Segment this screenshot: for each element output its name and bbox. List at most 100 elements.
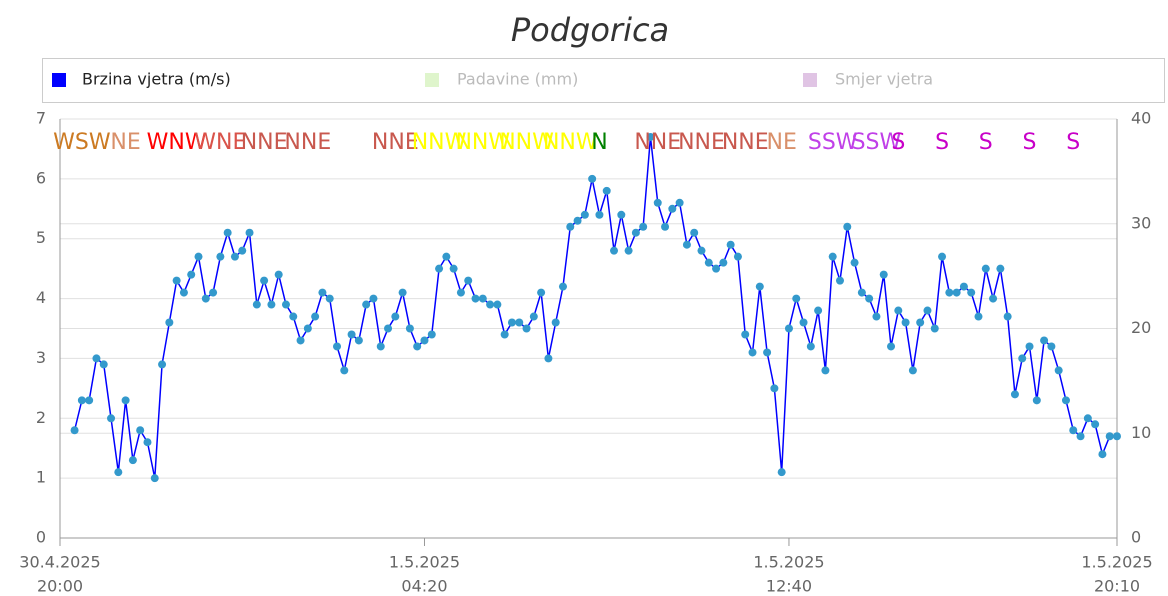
point — [865, 294, 874, 303]
point — [558, 282, 567, 291]
direction-label: NE — [110, 130, 140, 155]
point — [952, 288, 961, 297]
point — [1054, 366, 1063, 375]
point — [1069, 426, 1078, 435]
direction-label: SSW — [852, 130, 902, 155]
point — [996, 264, 1005, 273]
point — [128, 456, 137, 465]
point — [384, 324, 393, 333]
point — [398, 288, 407, 297]
x-tick-label: 04:20 — [401, 577, 447, 596]
x-tick-label: 20:00 — [37, 577, 83, 596]
point — [354, 336, 363, 345]
x-tick-label: 12:40 — [766, 577, 812, 596]
point — [879, 270, 888, 279]
point — [675, 198, 684, 207]
point — [252, 300, 261, 309]
direction-label: NNW — [412, 130, 467, 155]
point — [602, 186, 611, 195]
point — [733, 252, 742, 261]
point — [1083, 414, 1092, 423]
point — [296, 336, 305, 345]
point — [843, 222, 852, 231]
point — [493, 300, 502, 309]
point — [77, 396, 86, 405]
legend-swatch — [52, 73, 66, 87]
point — [828, 252, 837, 261]
point — [938, 252, 947, 261]
x-tick-label: 30.4.2025 — [19, 553, 100, 572]
point — [143, 438, 152, 447]
point — [209, 288, 218, 297]
point — [617, 210, 626, 219]
point — [136, 426, 145, 435]
y-tick-label: 3 — [36, 348, 46, 367]
point — [595, 210, 604, 219]
direction-label: WNE — [194, 130, 246, 155]
direction-label: NNE — [634, 130, 681, 155]
point — [857, 288, 866, 297]
point — [712, 264, 721, 273]
point — [697, 246, 706, 255]
point — [289, 312, 298, 321]
x-tick-label: 1.5.2025 — [389, 553, 460, 572]
legend-swatch — [803, 73, 817, 87]
direction-label: S — [1023, 130, 1037, 155]
point — [1076, 432, 1085, 441]
y-tick-label: 6 — [36, 168, 46, 187]
point — [391, 312, 400, 321]
point — [325, 294, 334, 303]
point — [522, 324, 531, 333]
point — [1047, 342, 1056, 351]
point — [1098, 450, 1107, 459]
point — [230, 252, 239, 261]
legend-swatch — [425, 73, 439, 87]
point — [1040, 336, 1049, 345]
point — [311, 312, 320, 321]
point — [792, 294, 801, 303]
point — [500, 330, 509, 339]
point — [719, 258, 728, 267]
point — [281, 300, 290, 309]
x-tick-label: 20:10 — [1094, 577, 1140, 596]
point — [704, 258, 713, 267]
y-tick-label: 2 — [36, 408, 46, 427]
point — [121, 396, 130, 405]
point — [763, 348, 772, 357]
point — [165, 318, 174, 327]
point — [901, 318, 910, 327]
direction-label: S — [935, 130, 949, 155]
point — [92, 354, 101, 363]
point — [507, 318, 516, 327]
point — [471, 294, 480, 303]
point — [624, 246, 633, 255]
point — [1091, 420, 1100, 429]
point — [1010, 390, 1019, 399]
point — [427, 330, 436, 339]
point — [551, 318, 560, 327]
direction-label: NNE — [678, 130, 725, 155]
point — [486, 300, 495, 309]
point — [544, 354, 553, 363]
point — [653, 198, 662, 207]
y2-tick-label: 20 — [1131, 318, 1151, 337]
point — [668, 204, 677, 213]
point — [413, 342, 422, 351]
direction-label: NE — [766, 130, 796, 155]
y-tick-label: 0 — [36, 528, 46, 547]
chart-title: Podgorica — [511, 11, 669, 49]
direction-label: WNW — [147, 130, 207, 155]
direction-label: NNE — [372, 130, 419, 155]
point — [894, 306, 903, 315]
point — [566, 222, 575, 231]
point — [748, 348, 757, 357]
point — [529, 312, 538, 321]
point — [194, 252, 203, 261]
y-tick-label: 5 — [36, 228, 46, 247]
point — [179, 288, 188, 297]
direction-label: NNE — [722, 130, 769, 155]
x-tick-label: 1.5.2025 — [1081, 553, 1152, 572]
point — [573, 216, 582, 225]
point — [799, 318, 808, 327]
legend-label: Padavine (mm) — [457, 70, 578, 89]
